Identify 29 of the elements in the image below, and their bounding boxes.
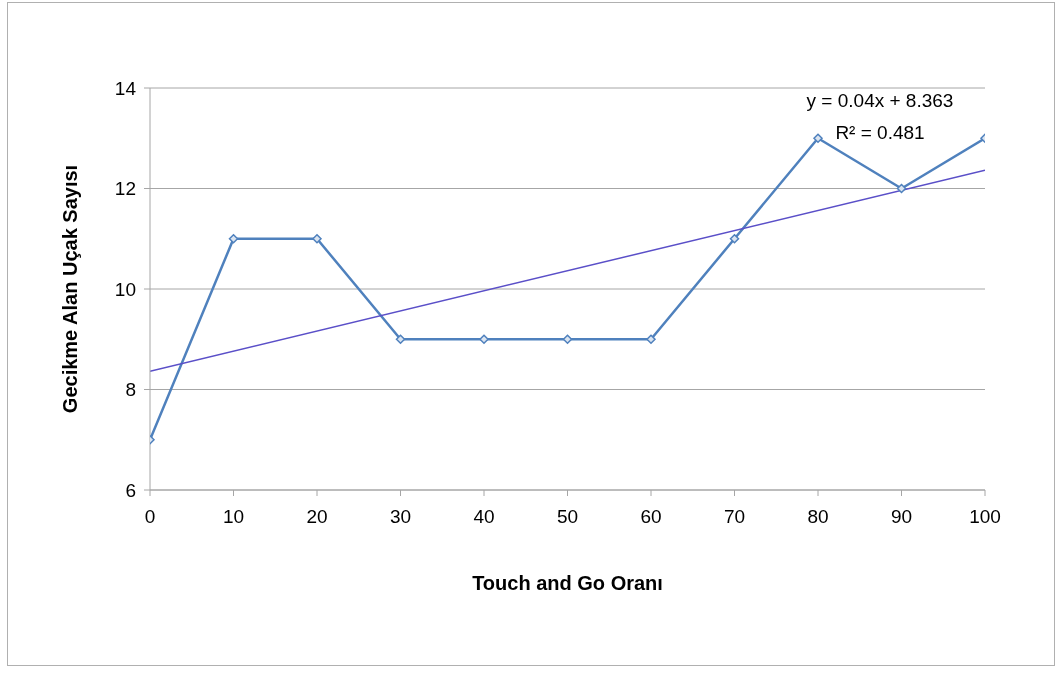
- y-axis-title: Gecikme Alan Uçak Sayısı: [59, 164, 82, 414]
- point: [395, 334, 406, 344]
- point: [813, 133, 823, 143]
- x-tick-label: 90: [890, 506, 913, 528]
- x-tick-label: 10: [222, 506, 245, 528]
- y-tick-label: 8: [125, 379, 136, 401]
- y-tick-label: 10: [114, 278, 136, 300]
- y-tick-label: 14: [114, 77, 137, 99]
- y-tick-label: 6: [125, 479, 136, 501]
- x-tick-label: 70: [723, 506, 746, 528]
- x-tick-label: 80: [807, 506, 829, 528]
- x-tick-label: 20: [306, 506, 328, 528]
- annotation: y = 0.04x + 8.363: [805, 90, 955, 112]
- x-tick-label: 60: [640, 506, 662, 528]
- annotation: R² = 0.481: [834, 122, 926, 144]
- x-tick-label: 0: [144, 506, 156, 528]
- x-tick-label: 100: [969, 506, 1001, 528]
- point: [562, 334, 573, 344]
- point: [896, 183, 907, 194]
- x-tick-label: 50: [556, 506, 579, 528]
- point: [646, 334, 656, 344]
- point: [479, 334, 489, 344]
- point: [228, 234, 239, 244]
- point: [729, 234, 740, 244]
- x-axis-title: Touch and Go Oranı: [472, 572, 663, 594]
- point: [312, 234, 322, 244]
- x-tick-label: 30: [389, 506, 412, 528]
- x-tick-label: 40: [473, 506, 495, 528]
- y-tick-label: 12: [114, 178, 136, 200]
